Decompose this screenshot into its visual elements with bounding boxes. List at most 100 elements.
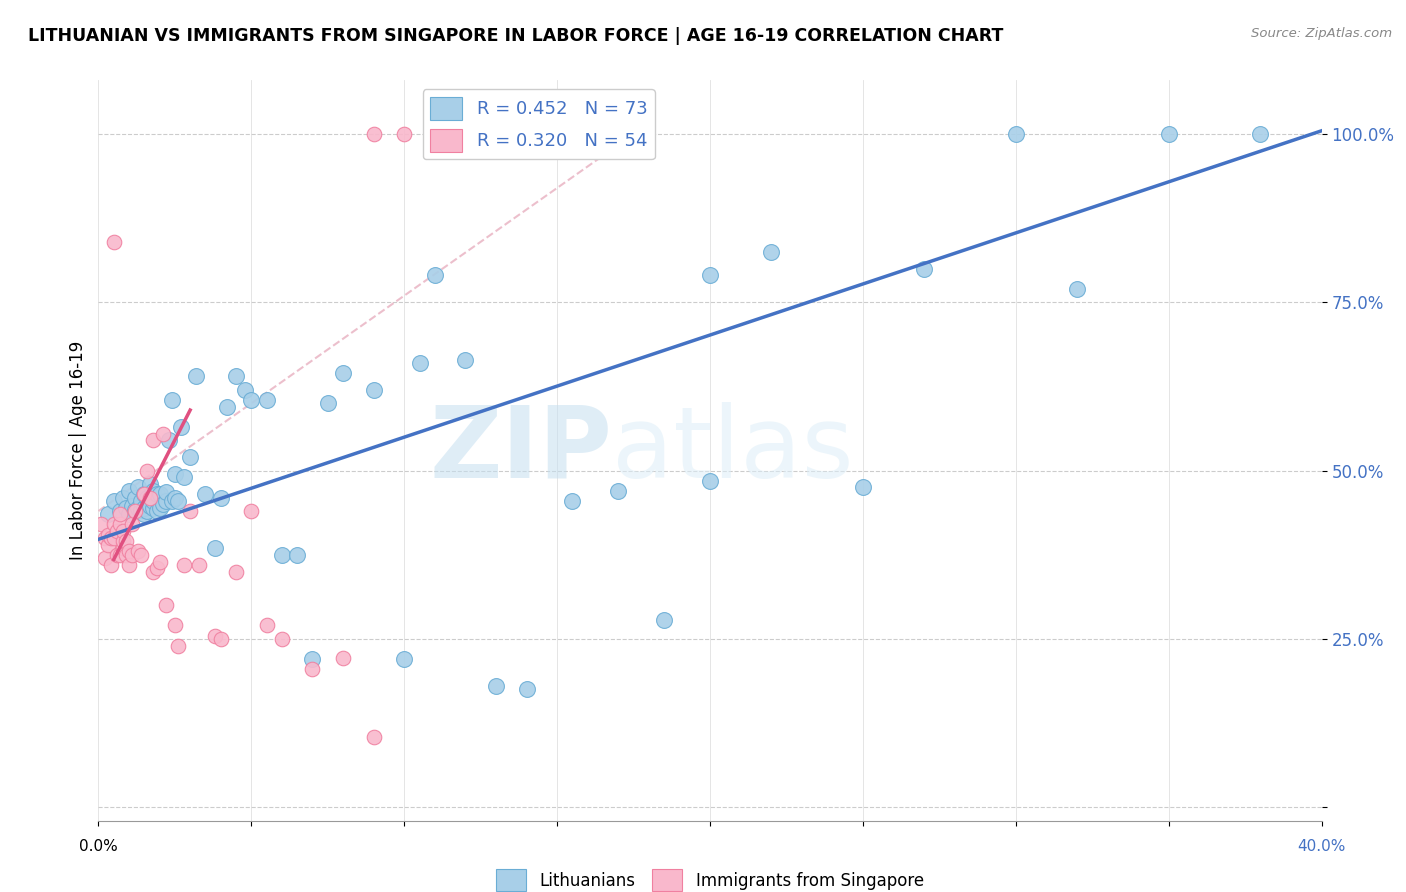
Point — [256, 392, 278, 407]
Point — [363, 127, 385, 141]
Point — [97, 508, 120, 522]
Point — [215, 400, 238, 414]
Point — [115, 500, 138, 515]
Point — [186, 369, 208, 384]
Point — [155, 494, 177, 508]
Point — [285, 548, 308, 562]
Point — [136, 464, 159, 478]
Point — [134, 500, 156, 515]
Point — [97, 538, 120, 552]
Legend: Lithuanians, Immigrants from Singapore: Lithuanians, Immigrants from Singapore — [489, 863, 931, 892]
Point — [100, 558, 122, 572]
Point — [209, 632, 232, 646]
Point — [561, 494, 583, 508]
Point — [149, 555, 172, 569]
Point — [108, 508, 131, 522]
Point — [157, 434, 180, 448]
Point — [136, 491, 159, 505]
Point — [160, 392, 183, 407]
Point — [121, 517, 143, 532]
Point — [163, 467, 186, 481]
Point — [103, 494, 125, 508]
Point — [454, 352, 477, 367]
Point — [142, 483, 165, 498]
Point — [194, 487, 217, 501]
Point — [423, 268, 446, 283]
Point — [363, 383, 385, 397]
Point — [108, 548, 131, 562]
Point — [111, 491, 134, 505]
Point — [160, 494, 183, 508]
Point — [155, 599, 177, 613]
Point — [209, 491, 232, 505]
Point — [301, 652, 323, 666]
Point — [225, 369, 247, 384]
Point — [240, 504, 263, 518]
Point — [163, 491, 186, 505]
Point — [392, 652, 416, 666]
Point — [270, 548, 292, 562]
Point — [607, 483, 630, 498]
Point — [129, 548, 152, 562]
Point — [127, 544, 149, 558]
Point — [139, 477, 162, 491]
Point — [240, 392, 263, 407]
Point — [225, 565, 247, 579]
Point — [149, 487, 172, 501]
Point — [105, 524, 128, 539]
Point — [139, 499, 162, 513]
Point — [93, 551, 115, 566]
Point — [204, 629, 226, 643]
Point — [155, 485, 177, 500]
Text: Source: ZipAtlas.com: Source: ZipAtlas.com — [1251, 27, 1392, 40]
Point — [332, 650, 354, 665]
Point — [454, 127, 477, 141]
Point — [332, 366, 354, 380]
Point — [124, 502, 146, 516]
Point — [103, 517, 125, 532]
Point — [134, 508, 156, 522]
Point — [121, 499, 143, 513]
Point — [179, 450, 201, 465]
Point — [134, 487, 156, 501]
Point — [145, 504, 167, 518]
Point — [129, 502, 152, 516]
Point — [145, 561, 167, 575]
Y-axis label: In Labor Force | Age 16-19: In Labor Force | Age 16-19 — [69, 341, 87, 560]
Point — [118, 483, 141, 498]
Point — [97, 527, 120, 541]
Point — [170, 420, 193, 434]
Point — [204, 541, 226, 555]
Point — [142, 494, 165, 508]
Point — [759, 244, 782, 259]
Point — [699, 268, 721, 283]
Point — [108, 517, 131, 532]
Text: ZIP: ZIP — [429, 402, 612, 499]
Point — [188, 558, 211, 572]
Text: atlas: atlas — [612, 402, 853, 499]
Text: LITHUANIAN VS IMMIGRANTS FROM SINGAPORE IN LABOR FORCE | AGE 16-19 CORRELATION C: LITHUANIAN VS IMMIGRANTS FROM SINGAPORE … — [28, 27, 1004, 45]
Point — [173, 558, 195, 572]
Point — [392, 127, 416, 141]
Point — [118, 558, 141, 572]
Point — [142, 434, 165, 448]
Point — [115, 534, 138, 549]
Point — [142, 500, 165, 515]
Point — [111, 524, 134, 539]
Point — [124, 491, 146, 505]
Point — [163, 618, 186, 632]
Point — [179, 504, 201, 518]
Point — [127, 500, 149, 515]
Point — [167, 639, 190, 653]
Point — [699, 474, 721, 488]
Point — [100, 531, 122, 545]
Point — [105, 548, 128, 562]
Point — [136, 504, 159, 518]
Point — [103, 531, 125, 545]
Point — [90, 517, 112, 532]
Point — [167, 494, 190, 508]
Point — [485, 679, 508, 693]
Point — [852, 481, 875, 495]
Point — [301, 662, 323, 676]
Point — [118, 544, 141, 558]
